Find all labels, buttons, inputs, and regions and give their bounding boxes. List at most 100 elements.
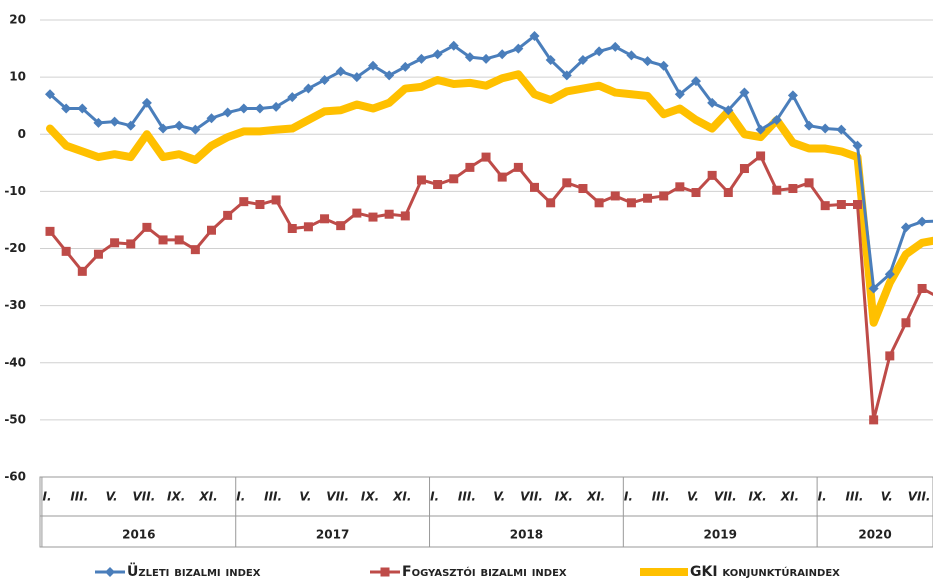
- marker: [110, 238, 120, 248]
- marker: [206, 113, 217, 124]
- x-tick-label: III.: [70, 490, 88, 504]
- x-tick-label: III.: [458, 490, 476, 504]
- series-line: [48, 154, 933, 422]
- marker: [868, 283, 879, 294]
- marker: [449, 174, 459, 184]
- legend-label: Üzleti bizalmi index: [127, 562, 261, 580]
- marker: [351, 72, 362, 83]
- marker: [869, 415, 879, 425]
- x-tick-label: I.: [818, 490, 827, 504]
- y-tick-label: 0: [18, 127, 26, 141]
- marker: [658, 60, 669, 71]
- marker: [917, 283, 927, 293]
- y-tick-label: 10: [9, 70, 26, 84]
- y-tick-label: -20: [4, 241, 26, 255]
- marker: [384, 70, 395, 81]
- x-tick-label: VII.: [326, 490, 349, 504]
- marker: [739, 87, 750, 98]
- marker: [546, 198, 556, 208]
- marker: [400, 211, 410, 221]
- x-tick-label: V.: [881, 490, 893, 504]
- marker: [271, 101, 282, 112]
- marker: [756, 151, 766, 161]
- marker: [287, 92, 298, 103]
- x-tick-label: V.: [299, 490, 311, 504]
- y-tick-label: 20: [9, 13, 26, 27]
- marker: [368, 212, 378, 222]
- marker: [804, 178, 814, 188]
- marker: [594, 46, 605, 57]
- year-label: 2020: [858, 528, 891, 542]
- marker: [303, 83, 314, 94]
- marker: [691, 76, 701, 87]
- y-tick-label: -50: [4, 412, 26, 426]
- marker: [320, 214, 330, 224]
- marker: [561, 70, 572, 81]
- marker: [901, 318, 911, 328]
- marker: [239, 197, 249, 207]
- marker: [45, 226, 55, 236]
- marker: [900, 222, 911, 233]
- marker: [852, 140, 863, 151]
- marker: [723, 105, 734, 116]
- marker: [513, 43, 524, 54]
- marker: [238, 103, 249, 114]
- marker: [93, 249, 103, 259]
- x-tick-label: I.: [430, 490, 439, 504]
- marker: [174, 120, 185, 131]
- marker: [335, 66, 346, 77]
- marker: [384, 209, 394, 219]
- marker: [675, 182, 685, 192]
- x-tick-label: XI.: [392, 490, 411, 504]
- marker: [820, 123, 831, 134]
- x-tick-label: VII.: [714, 490, 737, 504]
- marker: [93, 117, 104, 128]
- x-tick-label: VII.: [908, 490, 931, 504]
- marker: [787, 90, 798, 101]
- marker: [287, 224, 297, 234]
- marker: [109, 116, 120, 127]
- marker: [610, 41, 621, 52]
- marker: [77, 266, 87, 276]
- marker: [643, 193, 653, 203]
- legend-label: Fogyasztói bizalmi index: [402, 564, 567, 580]
- x-tick-label: V.: [493, 490, 505, 504]
- marker: [61, 103, 72, 114]
- marker: [739, 164, 749, 174]
- marker: [513, 162, 523, 172]
- marker: [125, 120, 136, 131]
- x-tick-label: VII.: [133, 490, 156, 504]
- x-tick-label: IX.: [361, 490, 379, 504]
- marker: [255, 200, 265, 210]
- marker: [529, 30, 540, 41]
- marker: [497, 172, 507, 182]
- marker: [368, 60, 378, 71]
- x-tick-label: I.: [624, 490, 633, 504]
- y-tick-label: -60: [4, 470, 26, 484]
- marker: [530, 182, 539, 192]
- marker: [433, 180, 443, 190]
- marker: [577, 54, 588, 65]
- marker: [222, 107, 233, 118]
- y-tick-label: -30: [4, 298, 26, 312]
- x-tick-label: XI.: [780, 490, 799, 504]
- marker: [659, 191, 669, 201]
- marker: [804, 120, 815, 131]
- marker: [481, 152, 491, 162]
- marker: [416, 175, 426, 185]
- x-tick-label: XI.: [586, 490, 605, 504]
- marker: [352, 208, 362, 218]
- x-tick-label: III.: [264, 490, 282, 504]
- marker: [254, 103, 265, 114]
- x-tick-label: III.: [846, 490, 864, 504]
- marker: [788, 184, 798, 194]
- x-tick-label: XI.: [198, 490, 217, 504]
- marker: [190, 245, 200, 255]
- marker: [707, 97, 718, 108]
- marker: [190, 124, 201, 135]
- marker: [885, 351, 895, 361]
- marker: [723, 188, 733, 198]
- marker: [771, 114, 782, 125]
- marker: [464, 52, 475, 63]
- marker: [884, 269, 895, 280]
